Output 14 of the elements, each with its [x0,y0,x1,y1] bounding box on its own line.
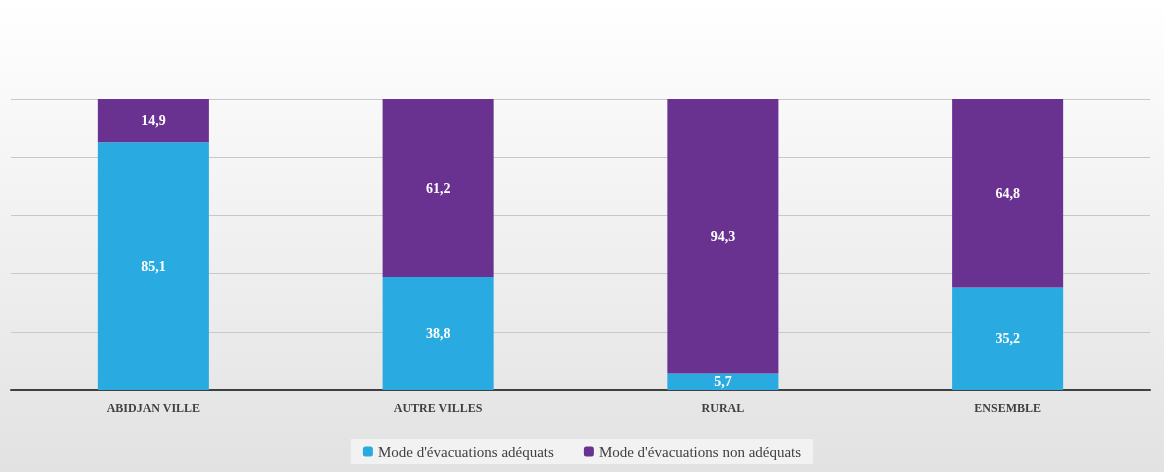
data-label: 5,7 [714,374,732,390]
data-label: 35,2 [995,331,1020,347]
data-label: 14,9 [141,113,166,129]
x-tick-label: ABIDJAN VILLE [106,401,201,415]
data-label: 85,1 [141,258,166,274]
data-label: 64,8 [995,185,1020,201]
x-tick-label: AUTRE VILLES [393,401,483,415]
data-label: 38,8 [425,326,451,342]
legend-label: Mode d'évacuations adéquats [377,443,555,460]
data-label: 94,3 [710,228,736,244]
x-tick-label: RURAL [701,401,745,415]
data-label: 61,2 [425,180,451,196]
legend-label: Mode d'évacuations non adéquats [598,443,802,460]
x-tick-label: ENSEMBLE [974,401,1041,415]
